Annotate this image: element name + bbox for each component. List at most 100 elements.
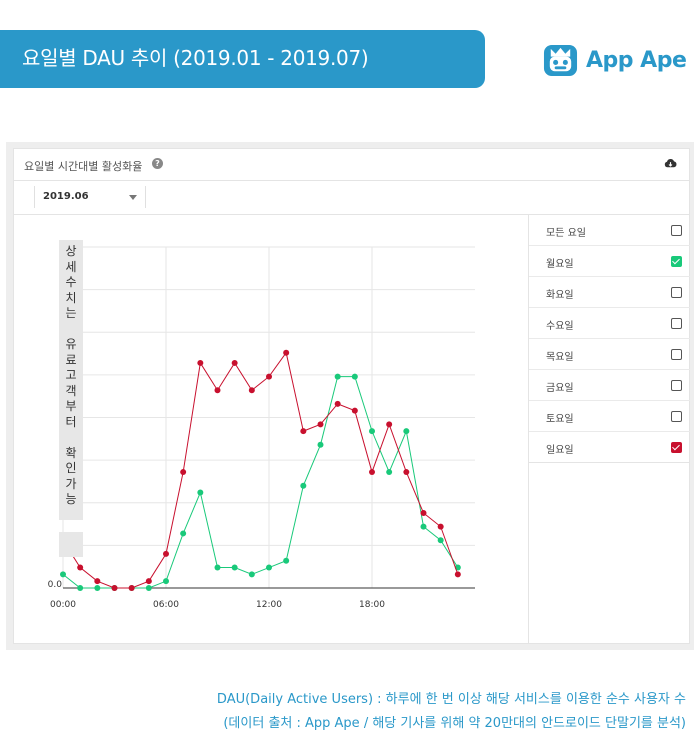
x-tick-label: 06:00 bbox=[153, 600, 179, 610]
data-point bbox=[437, 537, 444, 544]
data-point bbox=[334, 373, 341, 380]
data-point bbox=[77, 564, 84, 571]
app-ape-logo: App Ape bbox=[543, 40, 687, 80]
data-point bbox=[248, 571, 255, 578]
legend-item[interactable]: 일요일 bbox=[529, 432, 690, 463]
data-point bbox=[94, 578, 101, 585]
data-point bbox=[283, 557, 290, 564]
data-point bbox=[454, 571, 461, 578]
legend-item[interactable]: 목요일 bbox=[529, 339, 690, 370]
paid-notice-box bbox=[59, 532, 83, 557]
overlay-char: 확 bbox=[65, 445, 77, 460]
chevron-down-icon bbox=[129, 195, 137, 200]
title-band: 요일별 DAU 추이 (2019.01 - 2019.07) bbox=[0, 30, 485, 88]
legend-item[interactable]: 토요일 bbox=[529, 401, 690, 432]
legend-checkbox[interactable] bbox=[671, 442, 682, 453]
data-point bbox=[94, 585, 101, 591]
data-point bbox=[420, 523, 427, 530]
overlay-char: 는 bbox=[65, 306, 77, 320]
data-point bbox=[403, 428, 410, 435]
legend-item[interactable]: 월요일 bbox=[529, 246, 690, 277]
overlay-char: 고 bbox=[65, 368, 77, 382]
legend-item-label: 금요일 bbox=[546, 383, 574, 394]
data-point bbox=[369, 428, 375, 435]
legend-item-label: 화요일 bbox=[546, 290, 574, 301]
overlay-char: 세 bbox=[65, 259, 77, 274]
legend-checkbox[interactable] bbox=[671, 318, 682, 329]
download-icon[interactable] bbox=[664, 158, 677, 169]
month-select[interactable]: 2019.06 bbox=[34, 186, 146, 208]
data-point bbox=[145, 578, 152, 585]
data-point bbox=[351, 373, 358, 380]
caption-data-source: (데이터 출처 : App Ape / 해당 기사를 위해 약 20만대의 안드… bbox=[223, 716, 686, 731]
legend-checkbox[interactable] bbox=[671, 411, 682, 422]
overlay-char: 치 bbox=[65, 290, 77, 305]
data-point bbox=[197, 489, 204, 496]
data-point bbox=[420, 509, 427, 516]
data-point bbox=[163, 578, 169, 585]
overlay-char: 가 bbox=[65, 476, 77, 491]
filter-row: 2019.06 bbox=[14, 181, 689, 215]
overlay-char bbox=[59, 322, 83, 338]
x-tick-label: 12:00 bbox=[256, 600, 282, 610]
data-point bbox=[403, 469, 410, 476]
legend-item-label: 수요일 bbox=[546, 321, 574, 332]
data-point bbox=[145, 585, 152, 591]
overlay-char: 상 bbox=[65, 244, 77, 258]
data-point bbox=[128, 585, 135, 591]
data-point bbox=[334, 400, 341, 407]
card-header: 요일별 시간대별 활성화율 ? bbox=[14, 149, 689, 181]
legend-checkbox[interactable] bbox=[671, 380, 682, 391]
legend-checkbox[interactable] bbox=[671, 256, 682, 267]
legend-item[interactable]: 금요일 bbox=[529, 370, 690, 401]
overlay-char: 유 bbox=[65, 337, 77, 351]
data-point bbox=[317, 441, 324, 448]
legend-item-label: 토요일 bbox=[546, 414, 574, 425]
data-point bbox=[180, 530, 187, 537]
legend-item-label: 일요일 bbox=[546, 445, 574, 456]
legend-item-label: 모든 요일 bbox=[546, 228, 586, 239]
data-point bbox=[266, 373, 272, 380]
legend-item[interactable]: 화요일 bbox=[529, 277, 690, 308]
legend-checkbox[interactable] bbox=[671, 225, 682, 236]
data-point bbox=[300, 482, 307, 489]
data-point bbox=[437, 523, 444, 530]
data-point bbox=[231, 359, 238, 366]
data-point bbox=[248, 387, 255, 394]
caption-dau-definition: DAU(Daily Active Users) : 하루에 한 번 이상 해당 … bbox=[216, 692, 686, 707]
data-point bbox=[351, 407, 358, 414]
overlay-char bbox=[59, 430, 83, 446]
legend-item-label: 월요일 bbox=[546, 259, 574, 270]
overlay-char: 수 bbox=[65, 275, 77, 289]
data-point bbox=[231, 564, 238, 571]
data-point bbox=[283, 349, 290, 356]
legend-checkbox[interactable] bbox=[671, 349, 682, 360]
data-point bbox=[317, 421, 324, 428]
legend-item-label: 목요일 bbox=[546, 352, 574, 363]
data-point bbox=[214, 387, 221, 394]
series-line bbox=[62, 351, 459, 589]
card-title: 요일별 시간대별 활성화율 bbox=[24, 160, 143, 173]
page-title: 요일별 DAU 추이 (2019.01 - 2019.07) bbox=[22, 46, 369, 70]
data-point bbox=[300, 428, 307, 435]
overlay-char: 능 bbox=[65, 492, 77, 506]
overlay-char: 료 bbox=[65, 352, 77, 367]
legend-checkbox[interactable] bbox=[671, 287, 682, 298]
x-tick-label: 00:00 bbox=[50, 600, 76, 610]
data-point bbox=[266, 564, 272, 571]
app-ape-logo-icon bbox=[543, 44, 578, 76]
brand-name: App Ape bbox=[586, 47, 687, 73]
data-point bbox=[111, 585, 118, 591]
data-point bbox=[180, 469, 187, 476]
series-line bbox=[62, 376, 459, 589]
overlay-char: 터 bbox=[65, 414, 77, 429]
data-point bbox=[386, 469, 393, 476]
y-tick-label: 0.0 bbox=[48, 580, 63, 590]
legend-item[interactable]: 수요일 bbox=[529, 308, 690, 339]
data-point bbox=[369, 469, 375, 476]
help-icon[interactable]: ? bbox=[152, 158, 163, 169]
legend-item[interactable]: 모든 요일 bbox=[529, 215, 690, 246]
